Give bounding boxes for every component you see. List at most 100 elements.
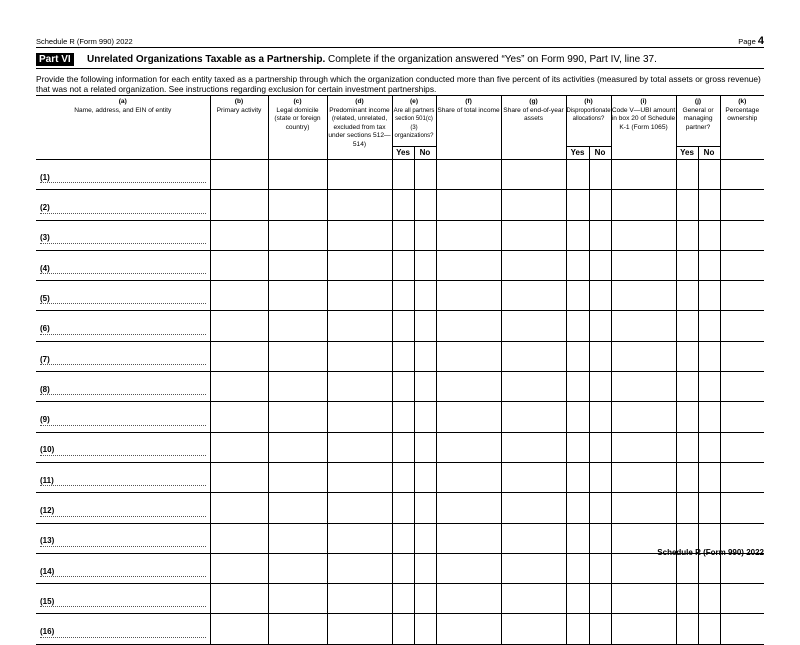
- table-cell[interactable]: [719, 310, 765, 342]
- table-cell[interactable]: [267, 158, 328, 191]
- table-cell[interactable]: [697, 189, 721, 221]
- table-cell[interactable]: [500, 583, 567, 615]
- table-cell[interactable]: [610, 613, 677, 645]
- entity-name-field[interactable]: (8): [36, 371, 211, 403]
- table-cell[interactable]: [675, 371, 699, 403]
- table-cell[interactable]: [697, 583, 721, 615]
- table-cell[interactable]: [326, 371, 393, 403]
- table-cell[interactable]: [565, 158, 590, 191]
- table-cell[interactable]: [719, 461, 765, 494]
- table-cell[interactable]: [391, 371, 415, 403]
- table-cell[interactable]: [675, 189, 699, 221]
- table-cell[interactable]: [435, 492, 502, 524]
- table-cell[interactable]: [435, 219, 502, 251]
- table-cell[interactable]: [588, 371, 612, 403]
- table-cell[interactable]: [697, 401, 721, 433]
- table-cell[interactable]: [588, 158, 612, 191]
- table-cell[interactable]: [500, 249, 567, 282]
- table-cell[interactable]: [326, 401, 393, 433]
- table-cell[interactable]: [588, 522, 612, 554]
- table-cell[interactable]: [565, 492, 590, 524]
- table-cell[interactable]: [500, 401, 567, 433]
- table-cell[interactable]: [391, 613, 415, 645]
- table-cell[interactable]: [209, 431, 269, 463]
- table-cell[interactable]: [267, 461, 328, 494]
- table-cell[interactable]: [209, 189, 269, 221]
- table-cell[interactable]: [413, 158, 437, 191]
- table-cell[interactable]: [697, 552, 721, 585]
- table-cell[interactable]: [326, 522, 393, 554]
- table-cell[interactable]: [391, 461, 415, 494]
- table-cell[interactable]: [413, 189, 437, 221]
- entity-name-field[interactable]: (1): [36, 158, 211, 191]
- table-cell[interactable]: [719, 249, 765, 282]
- table-cell[interactable]: [719, 158, 765, 191]
- table-cell[interactable]: [326, 219, 393, 251]
- table-cell[interactable]: [267, 552, 328, 585]
- table-cell[interactable]: [565, 461, 590, 494]
- table-cell[interactable]: [588, 219, 612, 251]
- table-cell[interactable]: [588, 431, 612, 463]
- table-cell[interactable]: [719, 219, 765, 251]
- table-cell[interactable]: [719, 371, 765, 403]
- table-cell[interactable]: [565, 219, 590, 251]
- table-cell[interactable]: [565, 401, 590, 433]
- entity-name-field[interactable]: (16): [36, 613, 211, 645]
- table-cell[interactable]: [588, 310, 612, 342]
- table-cell[interactable]: [326, 431, 393, 463]
- entity-name-field[interactable]: (3): [36, 219, 211, 251]
- entity-name-field[interactable]: (2): [36, 189, 211, 221]
- table-cell[interactable]: [588, 340, 612, 373]
- table-cell[interactable]: [697, 280, 721, 312]
- table-cell[interactable]: [588, 280, 612, 312]
- table-cell[interactable]: [413, 280, 437, 312]
- table-cell[interactable]: [610, 371, 677, 403]
- table-cell[interactable]: [267, 583, 328, 615]
- entity-name-field[interactable]: (13): [36, 522, 211, 554]
- table-cell[interactable]: [391, 310, 415, 342]
- table-cell[interactable]: [719, 340, 765, 373]
- table-cell[interactable]: [610, 340, 677, 373]
- table-cell[interactable]: [209, 401, 269, 433]
- table-cell[interactable]: [697, 158, 721, 191]
- table-cell[interactable]: [435, 583, 502, 615]
- table-cell[interactable]: [435, 552, 502, 585]
- table-cell[interactable]: [565, 340, 590, 373]
- table-cell[interactable]: [413, 492, 437, 524]
- table-cell[interactable]: [209, 461, 269, 494]
- table-cell[interactable]: [391, 522, 415, 554]
- table-cell[interactable]: [588, 583, 612, 615]
- table-cell[interactable]: [719, 189, 765, 221]
- entity-name-field[interactable]: (5): [36, 280, 211, 312]
- table-cell[interactable]: [610, 461, 677, 494]
- table-cell[interactable]: [697, 219, 721, 251]
- table-cell[interactable]: [588, 249, 612, 282]
- table-cell[interactable]: [209, 583, 269, 615]
- table-cell[interactable]: [413, 613, 437, 645]
- table-cell[interactable]: [610, 310, 677, 342]
- table-cell[interactable]: [413, 583, 437, 615]
- table-cell[interactable]: [565, 613, 590, 645]
- table-cell[interactable]: [500, 189, 567, 221]
- table-cell[interactable]: [719, 552, 765, 585]
- table-cell[interactable]: [435, 522, 502, 554]
- table-cell[interactable]: [267, 219, 328, 251]
- table-cell[interactable]: [391, 552, 415, 585]
- table-cell[interactable]: [413, 401, 437, 433]
- table-cell[interactable]: [565, 249, 590, 282]
- entity-name-field[interactable]: (11): [36, 461, 211, 494]
- table-cell[interactable]: [588, 401, 612, 433]
- table-cell[interactable]: [209, 340, 269, 373]
- table-cell[interactable]: [435, 280, 502, 312]
- table-cell[interactable]: [391, 280, 415, 312]
- table-cell[interactable]: [326, 461, 393, 494]
- table-cell[interactable]: [435, 613, 502, 645]
- table-cell[interactable]: [697, 431, 721, 463]
- table-cell[interactable]: [588, 613, 612, 645]
- table-cell[interactable]: [391, 219, 415, 251]
- table-cell[interactable]: [719, 522, 765, 554]
- table-cell[interactable]: [391, 249, 415, 282]
- table-cell[interactable]: [413, 522, 437, 554]
- table-cell[interactable]: [565, 583, 590, 615]
- table-cell[interactable]: [719, 280, 765, 312]
